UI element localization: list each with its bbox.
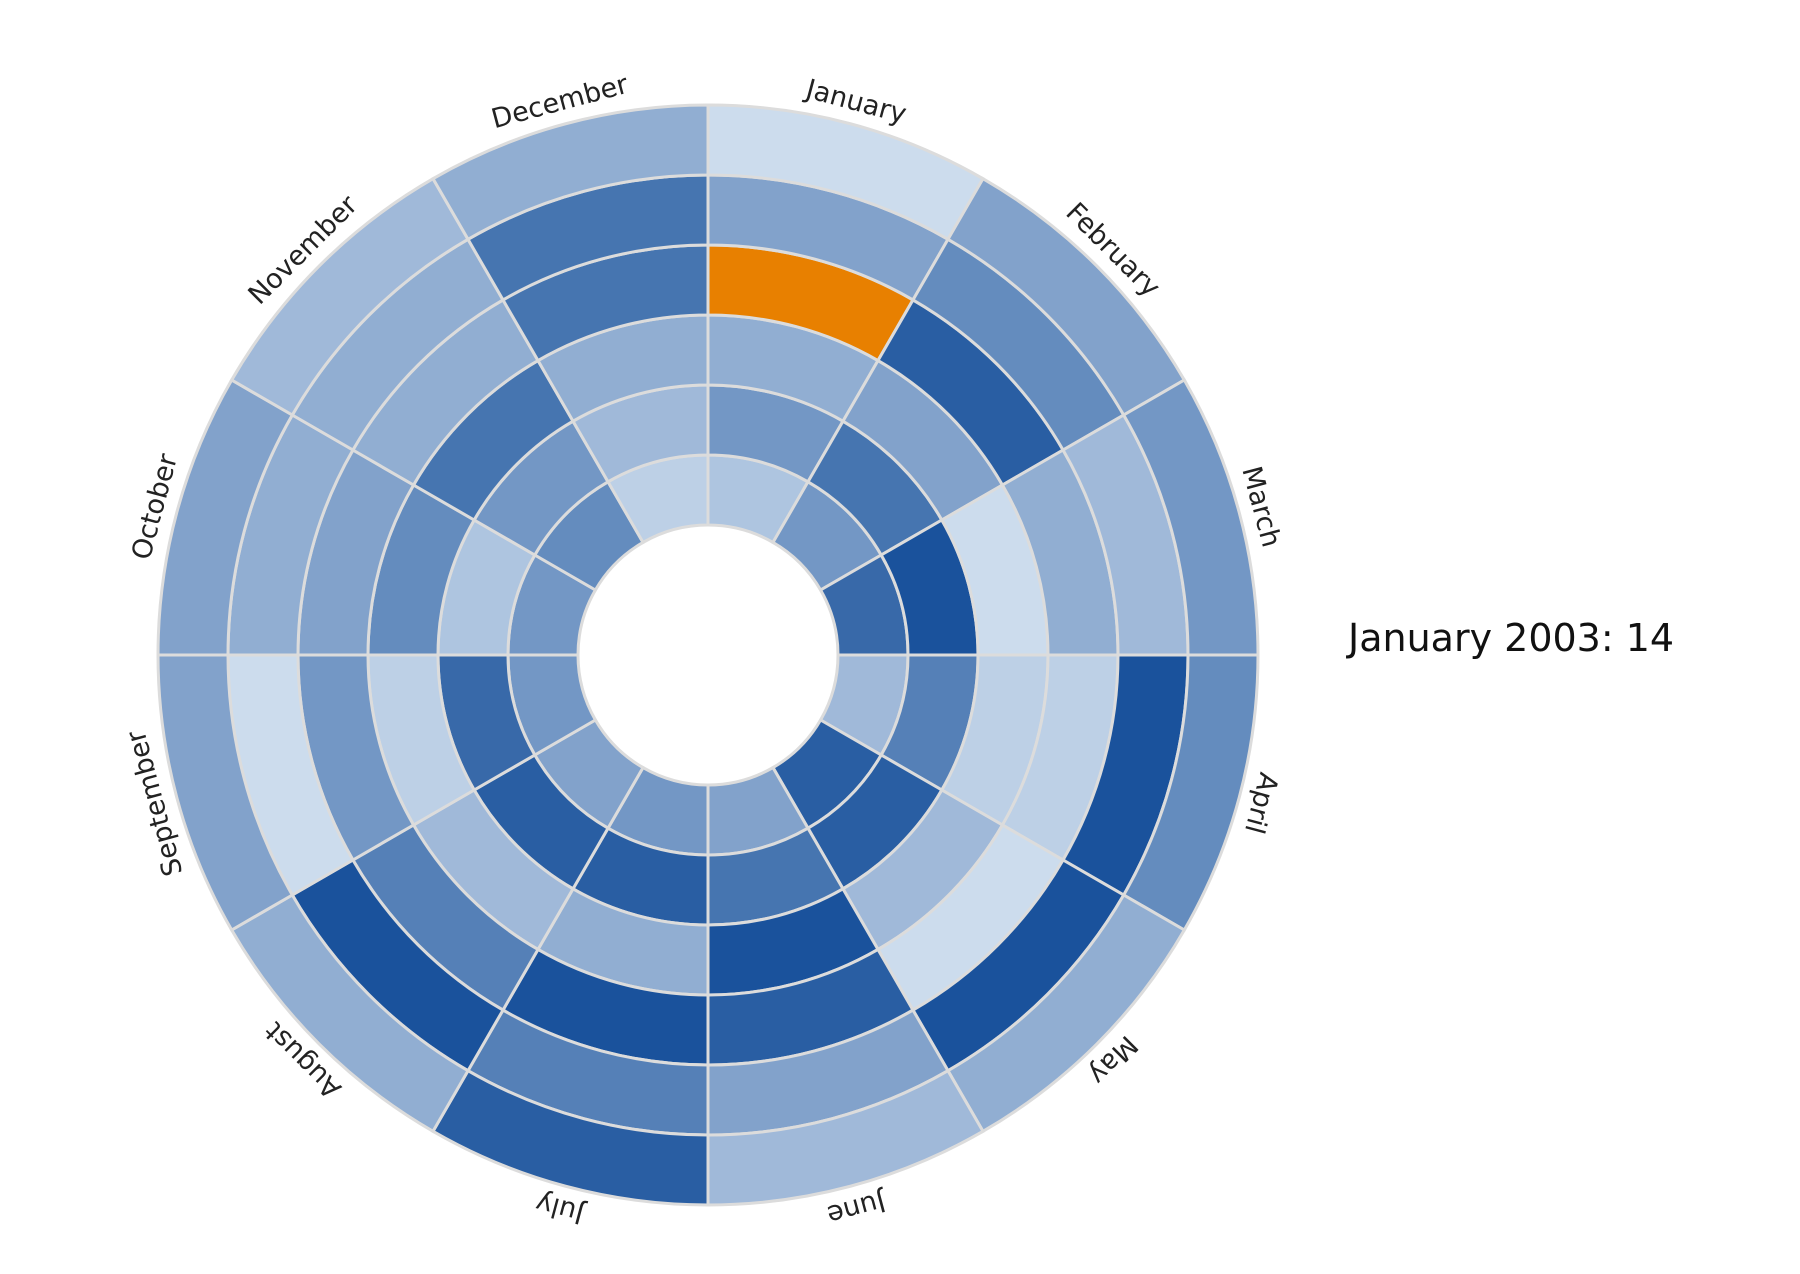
- hover-tooltip: January 2003: 14: [1348, 616, 1675, 660]
- cells-layer: [156, 103, 1260, 1207]
- month-label-july: July: [532, 1187, 589, 1230]
- heat-cell-december-ring-6[interactable]: [430, 103, 710, 242]
